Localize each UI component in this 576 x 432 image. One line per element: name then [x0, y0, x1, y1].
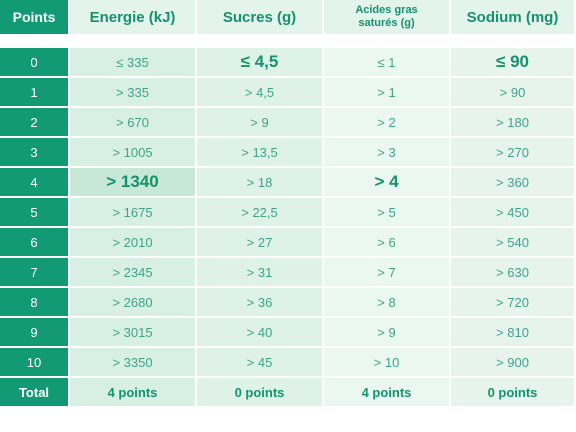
total-sucres: 0 points	[197, 378, 324, 408]
points-cell: 8	[0, 288, 70, 318]
acides-cell: > 10	[324, 348, 451, 378]
header-spacer	[70, 34, 197, 48]
energie-cell: > 2010	[70, 228, 197, 258]
sucres-cell: > 27	[197, 228, 324, 258]
sodium-cell: > 900	[451, 348, 576, 378]
points-cell: 0	[0, 48, 70, 78]
points-cell: 9	[0, 318, 70, 348]
sodium-cell: ≤ 90	[451, 48, 576, 78]
energie-cell: > 3015	[70, 318, 197, 348]
header-energie: Energie (kJ)	[70, 0, 197, 34]
sodium-cell: > 90	[451, 78, 576, 108]
points-cell: 1	[0, 78, 70, 108]
acides-cell: > 3	[324, 138, 451, 168]
sodium-cell: > 270	[451, 138, 576, 168]
header-spacer	[197, 34, 324, 48]
energie-cell: > 3350	[70, 348, 197, 378]
acides-cell: > 5	[324, 198, 451, 228]
header-acides-gras: Acides gras saturés (g)	[324, 0, 451, 34]
points-cell: 2	[0, 108, 70, 138]
sucres-cell: > 36	[197, 288, 324, 318]
header-spacer	[0, 34, 70, 48]
total-sodium: 0 points	[451, 378, 576, 408]
sucres-cell: > 9	[197, 108, 324, 138]
total-energie: 4 points	[70, 378, 197, 408]
sucres-cell: ≤ 4,5	[197, 48, 324, 78]
sucres-cell: > 31	[197, 258, 324, 288]
sodium-cell: > 360	[451, 168, 576, 198]
points-cell: 3	[0, 138, 70, 168]
sucres-cell: > 40	[197, 318, 324, 348]
sodium-cell: > 450	[451, 198, 576, 228]
energie-cell: > 1675	[70, 198, 197, 228]
points-cell: 5	[0, 198, 70, 228]
total-acides: 4 points	[324, 378, 451, 408]
nutriscore-points-table: Points Energie (kJ) Sucres (g) Acides gr…	[0, 0, 576, 408]
header-points: Points	[0, 0, 70, 34]
energie-cell: > 2680	[70, 288, 197, 318]
sucres-cell: > 4,5	[197, 78, 324, 108]
sodium-cell: > 180	[451, 108, 576, 138]
sucres-cell: > 18	[197, 168, 324, 198]
points-cell: 10	[0, 348, 70, 378]
total-label: Total	[0, 378, 70, 408]
energie-cell: > 2345	[70, 258, 197, 288]
sodium-cell: > 540	[451, 228, 576, 258]
header-spacer	[324, 34, 451, 48]
sodium-cell: > 720	[451, 288, 576, 318]
energie-cell: > 1340	[70, 168, 197, 198]
sodium-cell: > 810	[451, 318, 576, 348]
sodium-cell: > 630	[451, 258, 576, 288]
acides-cell: > 7	[324, 258, 451, 288]
header-sodium: Sodium (mg)	[451, 0, 576, 34]
energie-cell: > 335	[70, 78, 197, 108]
sucres-cell: > 22,5	[197, 198, 324, 228]
acides-cell: > 1	[324, 78, 451, 108]
points-cell: 6	[0, 228, 70, 258]
header-spacer	[451, 34, 576, 48]
energie-cell: ≤ 335	[70, 48, 197, 78]
sucres-cell: > 45	[197, 348, 324, 378]
points-cell: 4	[0, 168, 70, 198]
header-sucres: Sucres (g)	[197, 0, 324, 34]
acides-cell: > 8	[324, 288, 451, 318]
acides-cell: ≤ 1	[324, 48, 451, 78]
acides-cell: > 2	[324, 108, 451, 138]
points-cell: 7	[0, 258, 70, 288]
acides-cell: > 4	[324, 168, 451, 198]
acides-cell: > 6	[324, 228, 451, 258]
acides-cell: > 9	[324, 318, 451, 348]
energie-cell: > 670	[70, 108, 197, 138]
energie-cell: > 1005	[70, 138, 197, 168]
sucres-cell: > 13,5	[197, 138, 324, 168]
